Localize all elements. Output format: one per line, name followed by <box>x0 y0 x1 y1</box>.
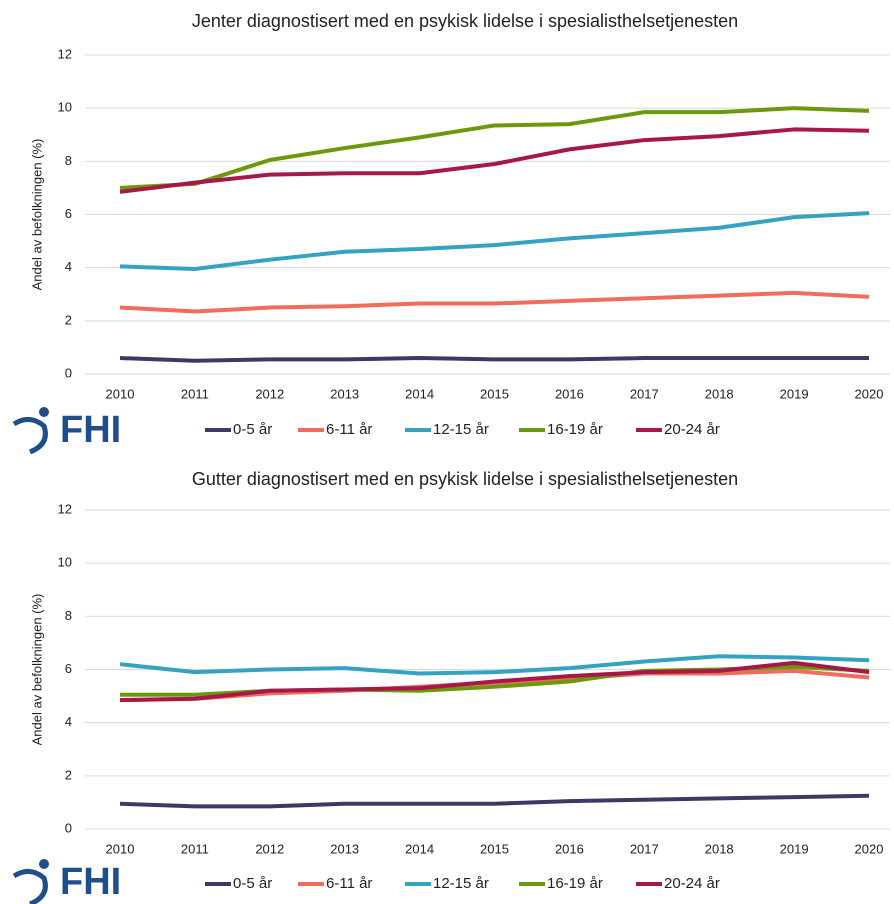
x-tick-label: 2011 <box>181 841 209 856</box>
logo: FHI <box>12 859 121 904</box>
y-tick-label: 4 <box>65 714 72 729</box>
y-tick-label: 10 <box>58 555 72 570</box>
x-tick-label: 2019 <box>780 386 809 401</box>
series-line <box>119 290 870 314</box>
x-tick-label: 2010 <box>106 386 135 401</box>
series-line <box>119 127 870 194</box>
x-tick-label: 2017 <box>630 841 659 856</box>
series-line <box>119 106 870 190</box>
y-tick-label: 6 <box>65 206 72 221</box>
x-tick-label: 2013 <box>330 841 359 856</box>
series-line <box>119 793 870 809</box>
y-tick-label: 12 <box>58 501 72 516</box>
logo-swoosh <box>12 869 48 904</box>
logo: FHI <box>12 407 121 455</box>
legend-label: 20-24 år <box>664 421 720 438</box>
series-line <box>119 211 870 271</box>
y-axis-label: Andel av befolkningen (%) <box>29 139 44 291</box>
x-tick-label: 2016 <box>555 841 584 856</box>
x-tick-label: 2014 <box>405 386 434 401</box>
logo-dot <box>39 859 49 869</box>
y-tick-label: 4 <box>65 259 72 274</box>
logo-text: FHI <box>60 409 121 451</box>
legend-label: 0-5 år <box>233 875 272 892</box>
y-tick-label: 12 <box>58 46 72 61</box>
series-line <box>119 660 870 703</box>
legend-label: 12-15 år <box>433 875 489 892</box>
legend-label: 6-11 år <box>326 875 372 892</box>
y-tick-label: 8 <box>65 608 72 623</box>
x-tick-label: 2020 <box>855 386 884 401</box>
x-tick-label: 2019 <box>780 841 809 856</box>
series-line <box>119 654 870 676</box>
y-tick-label: 8 <box>65 153 72 168</box>
legend-label: 16-19 år <box>547 421 603 438</box>
x-tick-label: 2018 <box>705 386 734 401</box>
logo-dot <box>39 407 49 417</box>
x-tick-label: 2018 <box>705 841 734 856</box>
legend-label: 16-19 år <box>547 875 603 892</box>
chart-title: Jenter diagnostisert med en psykisk lide… <box>192 11 738 31</box>
logo-swoosh <box>12 417 48 455</box>
y-tick-label: 6 <box>65 661 72 676</box>
x-tick-label: 2014 <box>405 841 434 856</box>
y-axis-label: Andel av befolkningen (%) <box>29 594 44 746</box>
x-tick-label: 2010 <box>106 841 135 856</box>
x-tick-label: 2016 <box>555 386 584 401</box>
y-tick-label: 10 <box>58 100 72 115</box>
logo-text: FHI <box>60 861 121 903</box>
y-tick-label: 2 <box>65 767 72 782</box>
x-tick-label: 2013 <box>330 386 359 401</box>
legend-label: 6-11 år <box>326 421 372 438</box>
chart-title: Gutter diagnostisert med en psykisk lide… <box>192 469 738 489</box>
legend-label: 0-5 år <box>233 421 272 438</box>
x-tick-label: 2011 <box>181 386 209 401</box>
legend-label: 12-15 år <box>433 421 489 438</box>
y-tick-label: 0 <box>65 365 72 380</box>
legend-label: 20-24 år <box>664 875 720 892</box>
y-tick-label: 0 <box>65 820 72 835</box>
series-line <box>119 356 869 363</box>
x-tick-label: 2015 <box>480 386 509 401</box>
x-tick-label: 2012 <box>255 386 284 401</box>
x-tick-label: 2012 <box>255 841 284 856</box>
y-tick-label: 2 <box>65 312 72 327</box>
x-tick-label: 2020 <box>855 841 884 856</box>
x-tick-label: 2015 <box>480 841 509 856</box>
x-tick-label: 2017 <box>630 386 659 401</box>
